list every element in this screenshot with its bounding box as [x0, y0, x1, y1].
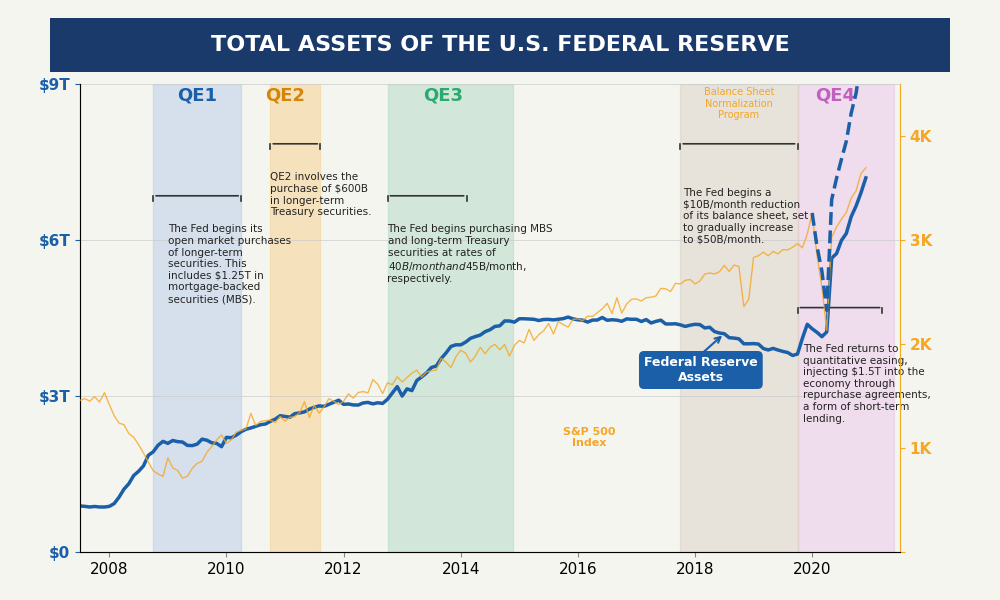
Bar [270, 84, 320, 552]
Text: QE3: QE3 [423, 87, 463, 105]
Text: Balance Sheet
Normalization
Program: Balance Sheet Normalization Program [704, 87, 774, 121]
Text: Federal Reserve
Assets: Federal Reserve Assets [644, 356, 758, 384]
Bar [798, 84, 894, 552]
Text: The Fed begins purchasing MBS
and long-term Treasury
securities at rates of
$40B: The Fed begins purchasing MBS and long-t… [388, 224, 553, 284]
Bar [680, 84, 798, 552]
Bar [153, 84, 241, 552]
Bar [388, 84, 513, 552]
Text: QE4: QE4 [816, 87, 856, 105]
Text: QE2: QE2 [265, 87, 305, 105]
Text: QE2 involves the
purchase of $600B
in longer-term
Treasury securities.: QE2 involves the purchase of $600B in lo… [270, 172, 372, 217]
Text: S&P 500
Index: S&P 500 Index [563, 427, 616, 448]
Text: The Fed begins a
$10B/month reduction
of its balance sheet, set
to gradually inc: The Fed begins a $10B/month reduction of… [683, 188, 809, 244]
Text: QE1: QE1 [177, 87, 217, 105]
Text: The Fed returns to
quantitative easing,
injecting $1.5T into the
economy through: The Fed returns to quantitative easing, … [803, 344, 931, 424]
Text: TOTAL ASSETS OF THE U.S. FEDERAL RESERVE: TOTAL ASSETS OF THE U.S. FEDERAL RESERVE [211, 35, 789, 55]
Text: The Fed begins its
open market purchases
of longer-term
securities. This
include: The Fed begins its open market purchases… [168, 224, 291, 304]
